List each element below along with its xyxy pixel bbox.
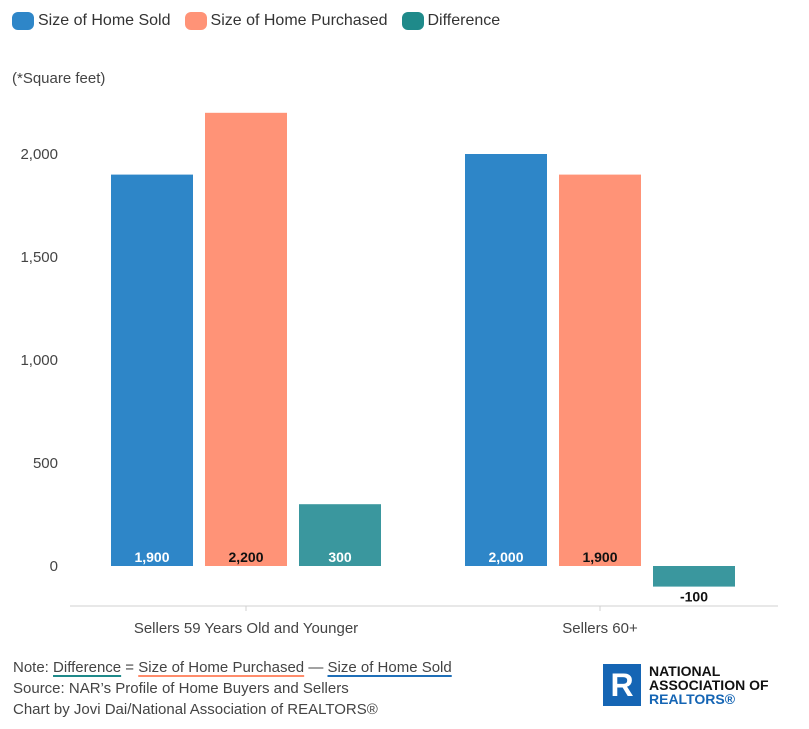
y-tick-label: 0 bbox=[50, 558, 58, 575]
footer-source: Source: NAR’s Profile of Home Buyers and… bbox=[13, 680, 349, 697]
bar bbox=[111, 174, 193, 566]
x-category-label: Sellers 60+ bbox=[562, 620, 638, 637]
legend-label-difference: Difference bbox=[427, 12, 501, 29]
legend-label-home-sold: Size of Home Sold bbox=[38, 12, 171, 29]
legend-item-home-sold: Size of Home Sold bbox=[12, 12, 171, 30]
legend-label-home-purchased: Size of Home Purchased bbox=[210, 12, 388, 29]
bar bbox=[465, 154, 547, 566]
note-difference: Difference bbox=[53, 659, 122, 676]
data-label: 1,900 bbox=[134, 549, 169, 565]
bar bbox=[653, 566, 735, 587]
bar bbox=[299, 504, 381, 566]
chart-footer: Note: Difference = Size of Home Purchase… bbox=[13, 657, 452, 720]
legend-swatch-difference bbox=[401, 12, 424, 30]
legend-item-home-purchased: Size of Home Purchased bbox=[184, 12, 388, 30]
x-category-label: Sellers 59 Years Old and Younger bbox=[134, 620, 358, 637]
data-labels: 1,900 2,200 300 2,000 1,900 -100 bbox=[134, 549, 708, 605]
logo-wordmark: NATIONAL ASSOCIATION OF REALTORS® bbox=[649, 664, 769, 706]
realtor-r-logo-icon: R bbox=[603, 664, 641, 706]
footer-note: Note: Difference = Size of Home Purchase… bbox=[13, 657, 452, 678]
legend-item-difference: Difference bbox=[401, 12, 501, 30]
footer-credit: Chart by Jovi Dai/National Association o… bbox=[13, 701, 378, 718]
logo-mark-letter: R bbox=[610, 667, 634, 703]
legend: Size of Home Sold Size of Home Purchased… bbox=[12, 12, 514, 30]
y-tick-label: 1,000 bbox=[20, 352, 58, 369]
data-label: 2,200 bbox=[228, 549, 263, 565]
y-tick-label: 500 bbox=[33, 455, 58, 472]
y-tick-label: 1,500 bbox=[20, 249, 58, 266]
note-prefix: Note: bbox=[13, 659, 54, 676]
data-label: 1,900 bbox=[582, 549, 617, 565]
data-label: 300 bbox=[328, 549, 352, 565]
logo-line-3: REALTORS® bbox=[649, 691, 736, 707]
bars bbox=[111, 112, 735, 587]
data-label: -100 bbox=[680, 589, 708, 605]
nar-logo: R NATIONAL ASSOCIATION OF REALTORS® bbox=[603, 664, 769, 706]
logo-line-1: NATIONAL bbox=[649, 663, 721, 679]
note-sold: Size of Home Sold bbox=[327, 659, 452, 676]
y-axis-ticks: 0 500 1,000 1,500 2,000 bbox=[20, 146, 58, 575]
logo-line-2: ASSOCIATION OF bbox=[649, 677, 769, 693]
y-axis-unit-note: (*Square feet) bbox=[12, 70, 106, 87]
note-equals: = bbox=[121, 659, 139, 676]
note-purchased: Size of Home Purchased bbox=[138, 659, 305, 676]
data-label: 2,000 bbox=[488, 549, 523, 565]
bar bbox=[205, 112, 287, 567]
y-tick-label: 2,000 bbox=[20, 146, 58, 163]
legend-swatch-home-sold bbox=[12, 12, 34, 30]
x-axis-ticks: Sellers 59 Years Old and Younger Sellers … bbox=[134, 606, 638, 637]
legend-swatch-home-purchased bbox=[184, 12, 207, 30]
bar bbox=[559, 174, 641, 566]
note-minus: — bbox=[304, 659, 328, 676]
